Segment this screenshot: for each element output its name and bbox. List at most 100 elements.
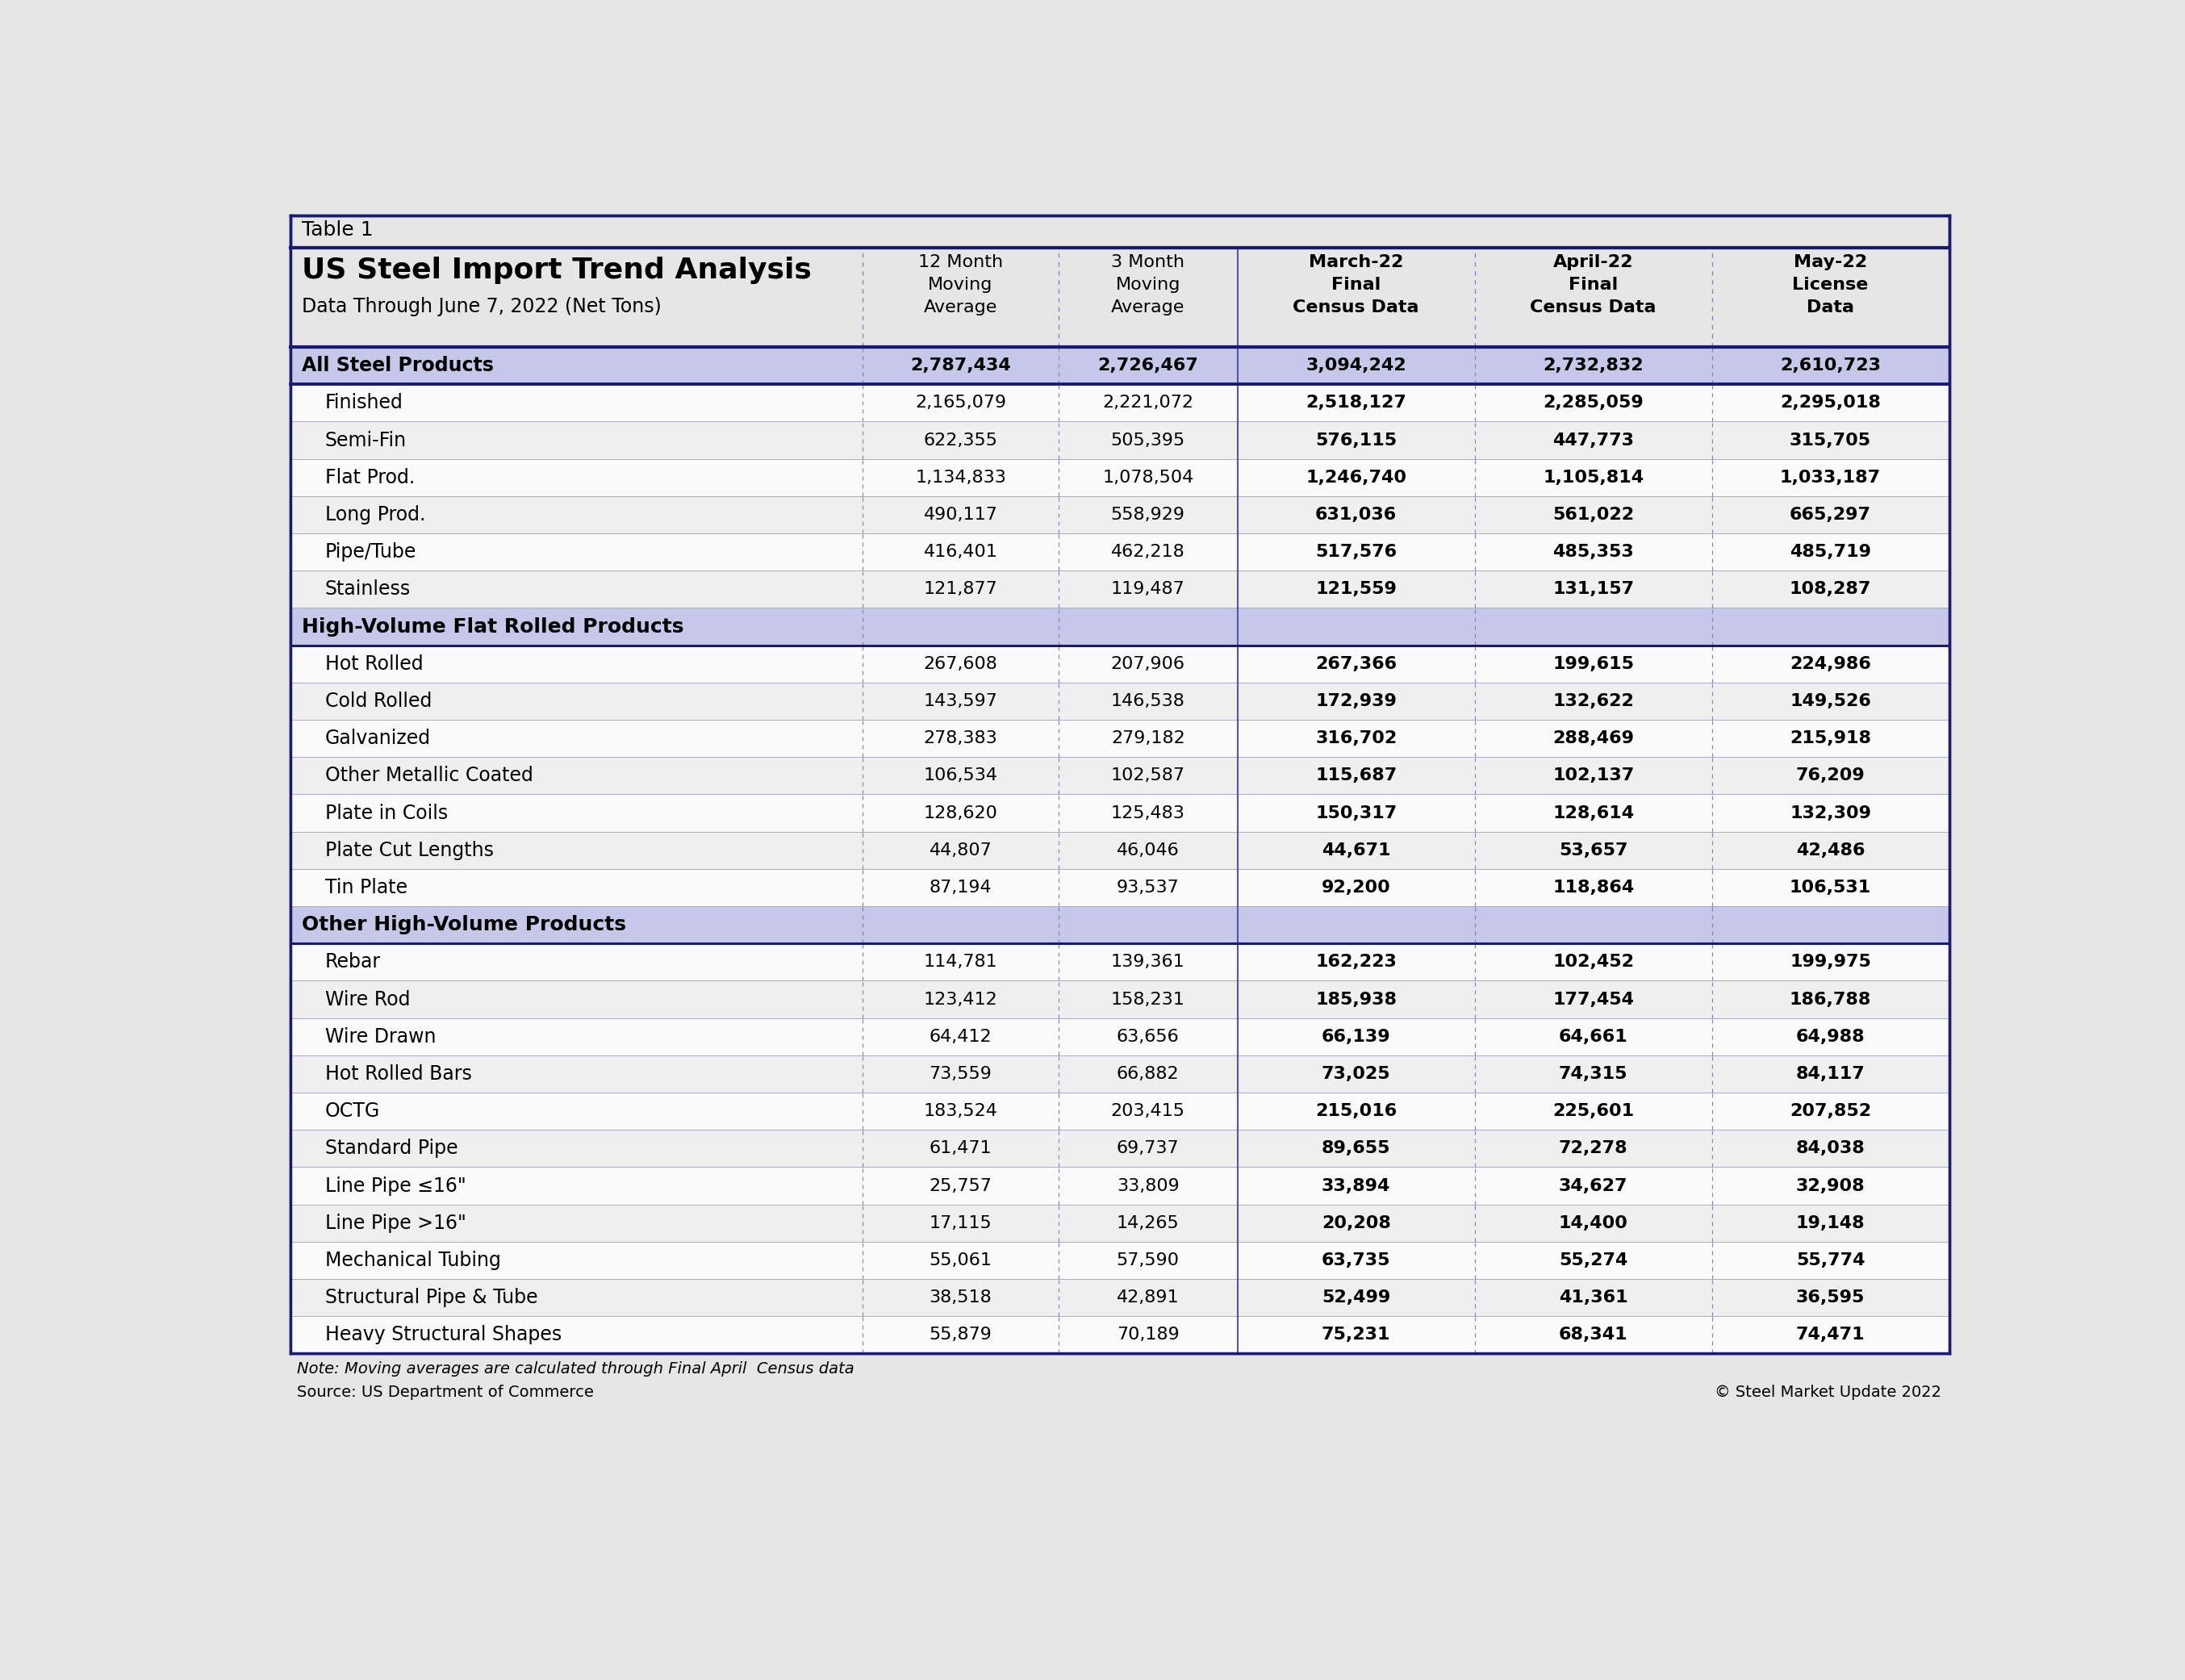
Bar xyxy=(291,645,1949,682)
Text: 2,518,127: 2,518,127 xyxy=(1307,395,1407,412)
Text: 33,894: 33,894 xyxy=(1322,1178,1390,1194)
Text: 55,274: 55,274 xyxy=(1558,1252,1628,1268)
Bar xyxy=(291,1018,1949,1055)
Text: 215,016: 215,016 xyxy=(1315,1104,1396,1119)
Bar xyxy=(291,422,1949,459)
Text: US Steel Import Trend Analysis: US Steel Import Trend Analysis xyxy=(302,257,813,284)
Text: Semi-Fin: Semi-Fin xyxy=(326,430,406,450)
Text: 64,412: 64,412 xyxy=(929,1028,992,1045)
Text: 1,134,833: 1,134,833 xyxy=(916,469,1005,486)
Text: 34,627: 34,627 xyxy=(1558,1178,1628,1194)
Text: 42,891: 42,891 xyxy=(1117,1290,1180,1305)
Text: 57,590: 57,590 xyxy=(1117,1252,1180,1268)
Text: 267,366: 267,366 xyxy=(1315,655,1396,672)
Text: 125,483: 125,483 xyxy=(1110,805,1184,822)
Text: Other High-Volume Products: Other High-Volume Products xyxy=(302,916,627,934)
Text: Flat Prod.: Flat Prod. xyxy=(326,467,415,487)
Text: 44,807: 44,807 xyxy=(929,842,992,858)
Text: 66,139: 66,139 xyxy=(1322,1028,1390,1045)
Text: 158,231: 158,231 xyxy=(1110,991,1184,1008)
Text: 102,452: 102,452 xyxy=(1554,954,1634,969)
Text: 490,117: 490,117 xyxy=(924,507,999,522)
Text: 20,208: 20,208 xyxy=(1322,1215,1392,1231)
Bar xyxy=(291,795,1949,832)
Text: 55,774: 55,774 xyxy=(1796,1252,1866,1268)
Text: Stainless: Stainless xyxy=(326,580,411,600)
Text: All Steel Products: All Steel Products xyxy=(302,356,494,375)
Text: 462,218: 462,218 xyxy=(1110,544,1184,559)
Text: 2,285,059: 2,285,059 xyxy=(1543,395,1643,412)
Text: Line Pipe >16": Line Pipe >16" xyxy=(326,1213,465,1233)
Text: 665,297: 665,297 xyxy=(1790,507,1870,522)
Text: 1,105,814: 1,105,814 xyxy=(1543,469,1643,486)
Text: 14,265: 14,265 xyxy=(1117,1215,1180,1231)
Bar xyxy=(291,869,1949,906)
Text: Data Through June 7, 2022 (Net Tons): Data Through June 7, 2022 (Net Tons) xyxy=(302,297,662,316)
Text: 55,879: 55,879 xyxy=(929,1327,992,1342)
Text: Rebar: Rebar xyxy=(326,953,380,971)
Text: 576,115: 576,115 xyxy=(1315,432,1396,449)
Bar xyxy=(291,459,1949,496)
Bar xyxy=(291,1092,1949,1131)
Text: 207,852: 207,852 xyxy=(1790,1104,1870,1119)
Text: 2,787,434: 2,787,434 xyxy=(911,358,1012,373)
Text: 74,471: 74,471 xyxy=(1796,1327,1866,1342)
Text: Wire Drawn: Wire Drawn xyxy=(326,1026,437,1047)
Text: 32,908: 32,908 xyxy=(1796,1178,1866,1194)
Text: 162,223: 162,223 xyxy=(1315,954,1396,969)
Text: 447,773: 447,773 xyxy=(1554,432,1634,449)
Text: 207,906: 207,906 xyxy=(1110,655,1184,672)
Text: 17,115: 17,115 xyxy=(929,1215,992,1231)
Text: 52,499: 52,499 xyxy=(1322,1290,1390,1305)
Bar xyxy=(291,348,1949,385)
Text: Hot Rolled: Hot Rolled xyxy=(326,654,424,674)
Text: Table 1: Table 1 xyxy=(302,220,374,240)
Text: 186,788: 186,788 xyxy=(1790,991,1870,1008)
Text: Other Metallic Coated: Other Metallic Coated xyxy=(326,766,533,785)
Text: 89,655: 89,655 xyxy=(1322,1141,1390,1156)
Text: 631,036: 631,036 xyxy=(1315,507,1396,522)
Text: 128,614: 128,614 xyxy=(1554,805,1634,822)
Text: 73,559: 73,559 xyxy=(929,1065,992,1082)
Text: 278,383: 278,383 xyxy=(924,731,999,746)
Text: 36,595: 36,595 xyxy=(1796,1290,1864,1305)
Text: 114,781: 114,781 xyxy=(924,954,999,969)
Text: 622,355: 622,355 xyxy=(924,432,999,449)
Text: 44,671: 44,671 xyxy=(1322,842,1390,858)
Text: 558,929: 558,929 xyxy=(1110,507,1184,522)
Text: 19,148: 19,148 xyxy=(1796,1215,1866,1231)
Text: 41,361: 41,361 xyxy=(1558,1290,1628,1305)
Text: 76,209: 76,209 xyxy=(1796,768,1866,785)
Text: 92,200: 92,200 xyxy=(1322,879,1390,895)
Text: 2,165,079: 2,165,079 xyxy=(916,395,1007,412)
Text: 199,975: 199,975 xyxy=(1790,954,1870,969)
Text: 132,622: 132,622 xyxy=(1554,694,1634,709)
Text: 143,597: 143,597 xyxy=(924,694,999,709)
Text: Galvanized: Galvanized xyxy=(326,729,430,748)
Text: 119,487: 119,487 xyxy=(1110,581,1184,598)
Text: 279,182: 279,182 xyxy=(1110,731,1184,746)
Bar xyxy=(291,906,1949,944)
Text: 64,988: 64,988 xyxy=(1796,1028,1866,1045)
Text: Finished: Finished xyxy=(326,393,404,413)
Text: 42,486: 42,486 xyxy=(1796,842,1866,858)
Text: Tin Plate: Tin Plate xyxy=(326,879,406,897)
Text: 315,705: 315,705 xyxy=(1790,432,1870,449)
Text: Plate in Coils: Plate in Coils xyxy=(326,803,448,823)
Text: 102,137: 102,137 xyxy=(1551,768,1634,785)
Bar xyxy=(291,1242,1949,1278)
Text: May-22
License
Data: May-22 License Data xyxy=(1792,254,1868,316)
Text: 63,735: 63,735 xyxy=(1322,1252,1390,1268)
Text: 1,078,504: 1,078,504 xyxy=(1101,469,1193,486)
Text: Standard Pipe: Standard Pipe xyxy=(326,1139,459,1158)
Text: 106,531: 106,531 xyxy=(1790,879,1870,895)
Text: 224,986: 224,986 xyxy=(1790,655,1870,672)
Text: 118,864: 118,864 xyxy=(1551,879,1634,895)
Bar xyxy=(291,496,1949,533)
Bar xyxy=(291,533,1949,571)
Text: Mechanical Tubing: Mechanical Tubing xyxy=(326,1250,500,1270)
Bar xyxy=(291,247,1949,348)
Bar xyxy=(291,832,1949,869)
Text: 84,038: 84,038 xyxy=(1796,1141,1866,1156)
Text: 121,877: 121,877 xyxy=(924,581,999,598)
